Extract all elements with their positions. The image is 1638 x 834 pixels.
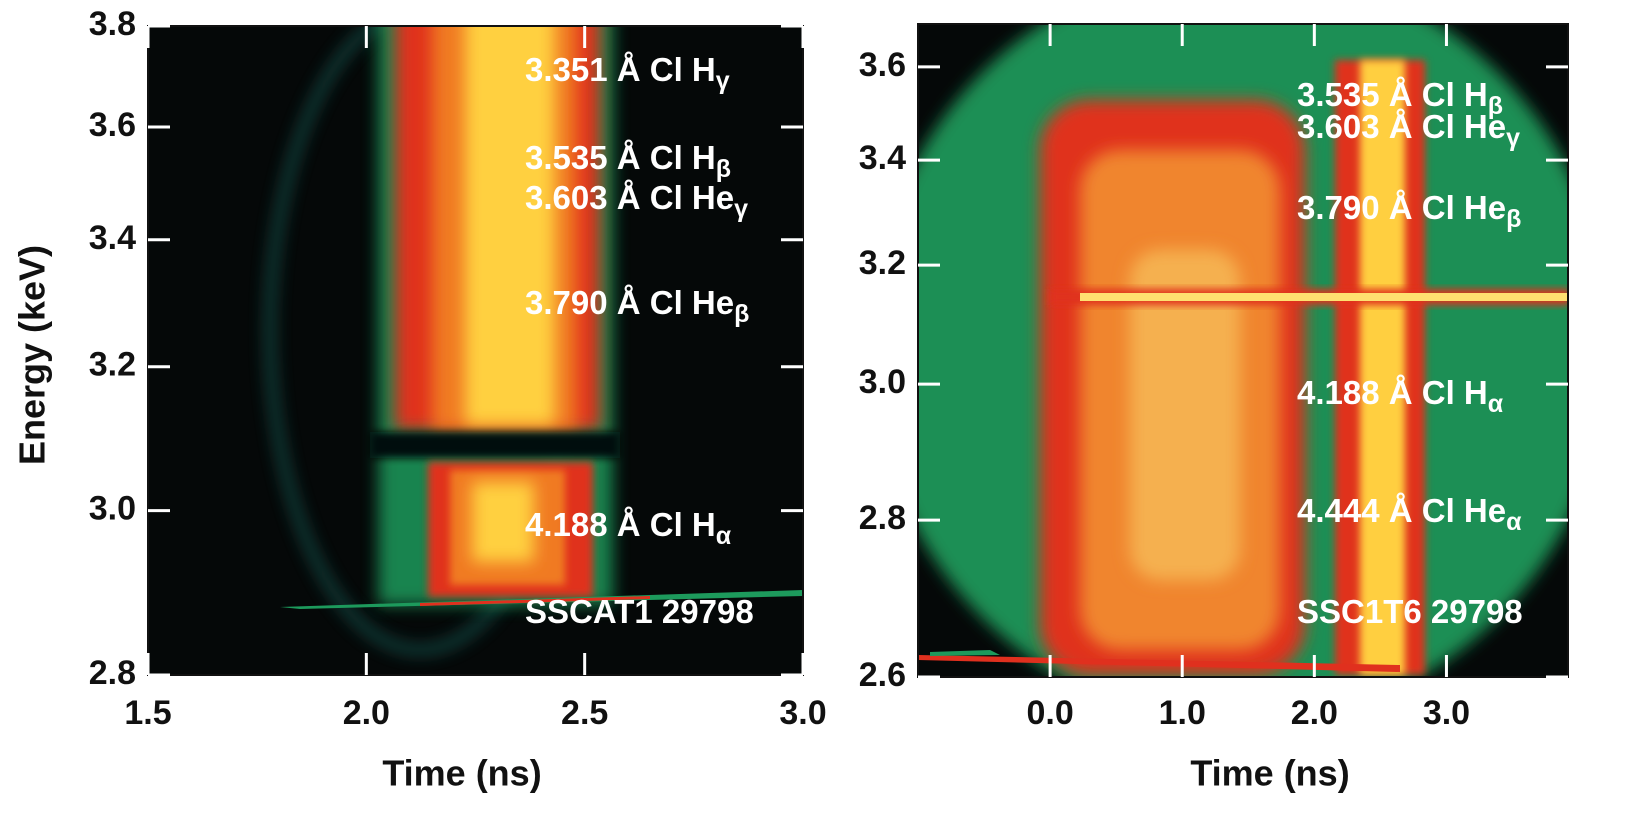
y-tick-label: 3.4 (89, 219, 136, 257)
annotation-subscript: β (1506, 205, 1521, 233)
annotation-text: SSC1T6 29798 (1297, 593, 1523, 630)
y-tick-label: 2.6 (859, 656, 906, 694)
y-tick-label: 3.6 (89, 106, 136, 144)
annotation-text: 3.535 Å Cl H (1297, 76, 1488, 113)
annotation-subscript: α (716, 522, 732, 550)
y-tick-label: 3.2 (89, 346, 136, 384)
annotation-subscript: α (1488, 390, 1504, 418)
line-annotation: 3.790 Å Cl Heβ (525, 284, 749, 328)
streak-image-1 (148, 26, 803, 675)
annotation-subscript: α (1506, 508, 1522, 536)
line-annotation: 4.444 Å Cl Heα (1297, 492, 1522, 536)
line-annotation: 4.188 Å Cl Hα (1297, 374, 1504, 418)
y-tick-label: 3.0 (89, 490, 136, 528)
y-tick-label: 3.2 (859, 244, 906, 282)
line-annotation: 3.790 Å Cl Heβ (1297, 189, 1521, 233)
annotation-subscript: γ (1506, 124, 1520, 152)
x-tick-label: 0.0 (1026, 694, 1073, 732)
annotation-text: 4.444 Å Cl He (1297, 492, 1506, 529)
line-annotation: 3.535 Å Cl Hβ (525, 139, 731, 183)
x-tick-label: 2.0 (1291, 694, 1338, 732)
line-annotation: SSC1T6 29798 (1297, 593, 1523, 630)
annotation-text: 3.790 Å Cl He (1297, 189, 1506, 226)
annotation-subscript: γ (716, 67, 730, 95)
x-axis-title: Time (ns) (1190, 753, 1349, 794)
annotation-subscript: γ (734, 195, 748, 223)
line-annotation: 3.351 Å Cl Hγ (525, 51, 730, 95)
line-annotation: 3.603 Å Cl Heγ (1297, 108, 1520, 152)
y-tick-label: 3.6 (859, 46, 906, 84)
line-annotation: 3.603 Å Cl Heγ (525, 179, 748, 223)
x-tick-label: 1.0 (1159, 694, 1206, 732)
x-tick-label: 2.0 (343, 694, 390, 732)
annotation-text: 3.351 Å Cl H (525, 51, 716, 88)
streak-image-2 (918, 24, 1568, 677)
y-tick-label: 3.0 (859, 363, 906, 401)
annotation-subscript: β (716, 155, 731, 183)
y-tick-label: 2.8 (89, 654, 136, 692)
plot-frame (147, 25, 804, 676)
line-annotation: 3.535 Å Cl Hβ (1297, 76, 1503, 120)
annotation-text: 3.603 Å Cl He (1297, 108, 1506, 145)
line-annotation: SSCAT1 29798 (525, 593, 754, 630)
line-annotation: 4.188 Å Cl Hα (525, 506, 732, 550)
x-tick-label: 1.5 (124, 694, 171, 732)
annotation-subscript: β (734, 300, 749, 328)
x-tick-label: 2.5 (561, 694, 608, 732)
y-axis-title: Energy (keV) (12, 245, 53, 465)
x-tick-label: 3.0 (779, 694, 826, 732)
y-tick-label: 3.4 (859, 139, 906, 177)
annotation-text: 4.188 Å Cl H (525, 506, 716, 543)
x-axis-title: Time (ns) (382, 753, 541, 794)
annotation-text: 3.790 Å Cl He (525, 284, 734, 321)
annotation-text: 3.535 Å Cl H (525, 139, 716, 176)
y-tick-label: 3.8 (89, 5, 136, 43)
plot-frame (917, 23, 1569, 678)
annotation-subscript: β (1488, 92, 1503, 120)
x-tick-label: 3.0 (1423, 694, 1470, 732)
annotation-text: 4.188 Å Cl H (1297, 374, 1488, 411)
annotation-text: 3.603 Å Cl He (525, 179, 734, 216)
y-tick-label: 2.8 (859, 499, 906, 537)
annotation-text: SSCAT1 29798 (525, 593, 754, 630)
